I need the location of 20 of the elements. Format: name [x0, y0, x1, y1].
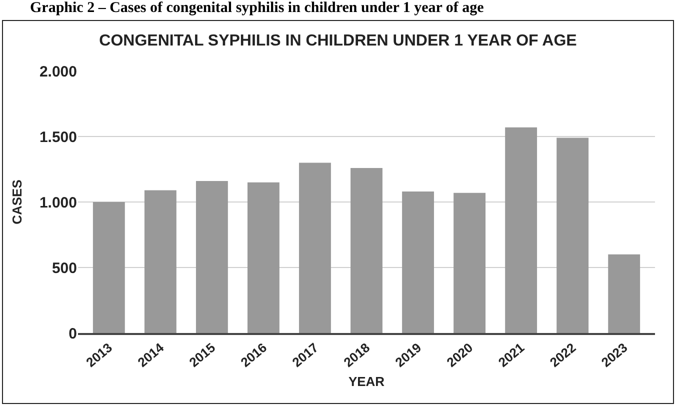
text: Graphic 2 – Cases of congenital syphilis in children under 1 year of age	[30, 0, 484, 17]
bar	[608, 254, 640, 333]
y-tick-label: 2.000	[39, 63, 77, 80]
y-tick-label: 1.500	[39, 128, 77, 146]
bar	[505, 127, 538, 333]
bar	[92, 202, 125, 333]
bar	[299, 162, 331, 333]
bar	[144, 190, 176, 333]
bar	[402, 192, 434, 333]
chart-title: CONGENITAL SYPHILIS IN CHILDREN UNDER 1 YEAR OF AGE	[99, 32, 578, 50]
y-axis-title: CASES	[9, 179, 24, 224]
bar	[196, 181, 228, 333]
y-tick-label: 0	[68, 325, 77, 342]
bar	[247, 182, 280, 333]
bar	[454, 192, 486, 333]
bar	[350, 168, 382, 333]
y-tick-label: 500	[52, 260, 77, 277]
x-axis-title: YEAR	[348, 374, 386, 390]
y-tick-label: 1.000	[39, 194, 77, 212]
bar	[556, 138, 589, 333]
